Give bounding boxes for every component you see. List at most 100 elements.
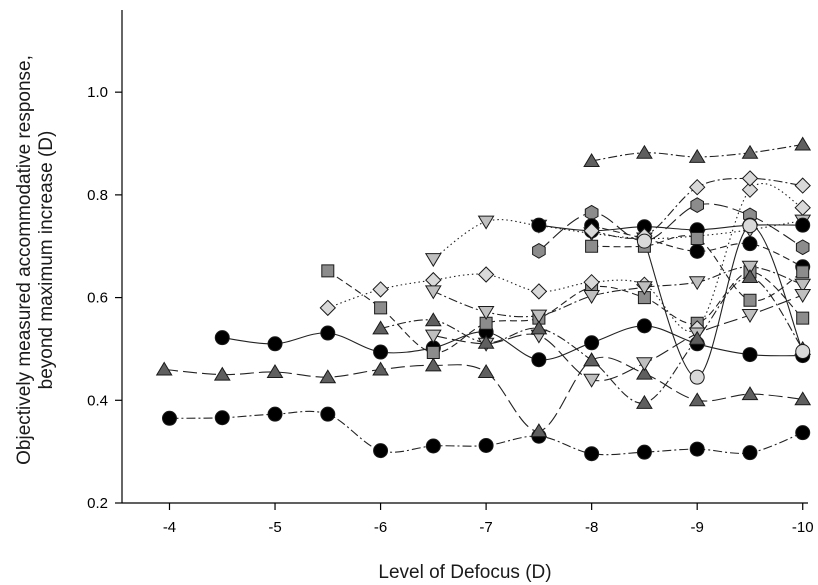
data-point-square — [796, 265, 810, 279]
data-point-triangle — [636, 144, 653, 159]
data-point-circle — [636, 444, 652, 460]
data-point-circle — [320, 406, 336, 422]
data-point-triangle — [155, 361, 173, 376]
y-tick-label: 0.6 — [87, 290, 108, 307]
data-point-triangle — [688, 330, 706, 345]
data-point-circle — [267, 336, 283, 352]
ticks: -4 -5 -6 -7 -8 -9 -10 0.2 0.4 0.6 0.8 1.0 — [87, 84, 813, 536]
x-tick-label: -10 — [792, 519, 814, 536]
data-point-diamond — [741, 181, 759, 198]
series-8-line — [433, 294, 803, 382]
data-point-diamond — [688, 178, 706, 196]
data-point-circle — [531, 217, 547, 233]
series-12-line — [538, 224, 803, 232]
data-point-circle — [214, 330, 230, 346]
data-point-circle — [320, 325, 336, 341]
x-axis-title: Level of Defocus (D) — [378, 562, 551, 583]
markers-group — [155, 136, 812, 462]
data-point-circle — [373, 443, 389, 459]
data-point-triangle-down — [424, 253, 442, 268]
data-point-hexagon — [532, 243, 546, 259]
data-point-triangle — [583, 153, 600, 167]
data-point-triangle-down — [477, 306, 495, 320]
series-4-line — [327, 270, 804, 354]
data-point-circle — [584, 446, 600, 462]
data-point-circle — [636, 318, 652, 334]
data-point-diamond — [530, 283, 548, 300]
data-point-triangle — [319, 369, 337, 384]
data-point-triangle-down — [477, 215, 495, 230]
data-point-triangle-down — [636, 281, 653, 296]
data-point-circle — [267, 406, 283, 422]
y-axis-title-line-1: Objectively measured accommodative respo… — [14, 55, 35, 465]
series-group — [164, 143, 804, 456]
data-point-circle — [636, 233, 652, 249]
series-16-line — [643, 225, 804, 378]
data-point-circle — [795, 344, 811, 360]
data-point-hexagon — [690, 197, 704, 213]
data-point-diamond — [794, 177, 811, 194]
data-point-diamond — [319, 299, 337, 317]
data-point-triangle — [688, 392, 706, 407]
series-5-line — [327, 182, 803, 332]
data-point-square — [426, 346, 440, 359]
data-point-triangle — [477, 334, 495, 349]
data-point-triangle — [530, 423, 548, 438]
x-tick-label: -6 — [374, 519, 387, 536]
data-point-triangle — [372, 320, 389, 335]
data-point-triangle-down — [741, 309, 759, 323]
data-point-circle — [689, 243, 705, 259]
data-point-triangle-down — [688, 276, 706, 291]
data-point-square — [585, 239, 599, 253]
data-point-triangle — [583, 352, 600, 367]
data-point-diamond — [425, 271, 442, 289]
data-point-square — [321, 264, 335, 278]
series-13-line — [591, 225, 803, 268]
data-point-triangle — [477, 364, 495, 378]
data-point-triangle — [424, 357, 442, 372]
data-point-triangle — [794, 136, 812, 151]
data-point-diamond — [583, 222, 600, 240]
data-point-circle — [478, 437, 494, 453]
data-point-triangle — [372, 361, 389, 376]
data-point-circle — [584, 335, 600, 351]
data-point-triangle — [530, 320, 548, 335]
data-point-square — [796, 311, 810, 325]
data-point-triangle-down — [583, 373, 600, 388]
data-point-circle — [161, 410, 177, 426]
data-point-circle — [742, 347, 758, 363]
data-point-circle — [425, 438, 441, 454]
data-point-triangle — [636, 394, 653, 409]
data-point-diamond — [477, 266, 495, 283]
series-3-line — [222, 325, 803, 361]
x-tick-label: -9 — [691, 519, 704, 536]
data-point-circle — [373, 344, 389, 360]
data-point-triangle-down — [741, 260, 759, 275]
data-point-hexagon — [584, 204, 599, 221]
data-point-triangle — [794, 391, 812, 406]
series-2-line — [164, 356, 803, 432]
data-point-triangle-down — [424, 285, 442, 300]
data-point-square — [743, 293, 757, 307]
data-point-diamond — [741, 170, 759, 187]
data-point-triangle-down — [424, 329, 442, 344]
data-point-triangle — [741, 269, 759, 283]
y-axis-title-line-2: beyond maximum increase (D) — [36, 131, 57, 390]
x-tick-label: -7 — [479, 519, 492, 536]
data-point-triangle — [213, 366, 231, 381]
data-point-triangle-down — [794, 278, 812, 293]
x-tick-label: -5 — [268, 519, 281, 536]
series-11-line — [538, 203, 803, 252]
data-point-square — [374, 301, 388, 315]
data-point-circle — [531, 352, 547, 368]
axes — [121, 10, 808, 504]
data-point-circle — [689, 441, 705, 457]
x-tick-label: -8 — [585, 519, 598, 536]
data-point-circle — [214, 410, 230, 426]
data-point-circle — [795, 425, 811, 441]
data-point-triangle — [266, 364, 284, 378]
data-point-triangle-down — [636, 357, 653, 372]
y-tick-label: 0.8 — [87, 187, 108, 204]
data-point-triangle — [741, 144, 759, 159]
